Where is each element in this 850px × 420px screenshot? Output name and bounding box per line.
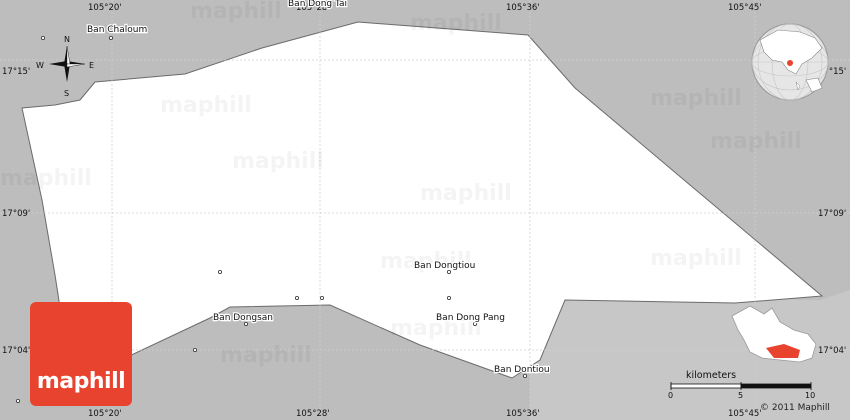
watermark-text: maphill [410,11,502,36]
watermark-text: maphill [710,129,802,154]
place-markers [15,36,528,403]
latitude-labels-left: 17°15' 17°09' 17°04' [2,67,30,356]
latitude-label: 17°09' [818,209,846,219]
longitude-label: 105°20' [88,3,122,13]
watermark-text: maphill [232,149,324,174]
globe-locator [751,23,829,101]
place-dot [192,347,197,352]
copyright-notice: © 2011 Maphill [760,403,830,413]
compass-rose: N S E W [36,35,94,98]
place-dot [243,321,248,326]
maphill-logo-text: maphill [36,369,126,394]
watermark-text: maphill [0,166,92,191]
longitude-label: 105°36' [506,409,540,419]
watermark-text: maphill [160,93,252,118]
place-dot [319,295,324,300]
latitude-label: 17°15' [818,67,846,77]
watermark-text: maphill [390,316,482,341]
place-label-ban-dongtiou: Ban Dongtiou [414,261,475,271]
place-label-ban-dong-pang: Ban Dong Pang [436,313,505,323]
place-label-ban-chaloum: Ban Chaloum [87,25,147,35]
latitude-label: 17°15' [2,67,30,77]
place-dot [41,36,46,41]
place-dot [446,269,451,274]
latitude-label: 17°04' [2,346,30,356]
watermark-text: maphill [650,86,742,111]
longitude-label: 105°28' [296,3,330,13]
watermark-text: maphill [650,246,742,271]
longitude-labels-bottom: 105°20' 105°28' 105°36' 105°45' [88,409,762,419]
place-labels: Ban Chaloum Ban Dong Tai Ban Dongtiou Ba… [86,0,551,376]
scale-tick-label: 10 [805,391,816,400]
latitude-label: 17°09' [2,209,30,219]
scale-tick-label: 5 [738,391,744,400]
place-dot [523,373,528,378]
longitude-labels-top: 105°20' 105°28' 105°36' 105°45' [88,3,762,13]
watermark-text: maphill [190,0,282,24]
watermark-text: maphill [380,249,472,274]
latitude-labels-right: 17°15' 17°09' 17°04' [818,67,846,356]
place-dot [15,398,20,403]
compass-west: W [36,61,44,70]
maphill-logo[interactable]: maphill [30,302,132,406]
longitude-label: 105°36' [506,3,540,13]
longitude-label: 105°20' [88,409,122,419]
longitude-label: 105°28' [296,409,330,419]
place-dot [217,269,222,274]
place-dot [472,321,477,326]
place-label-ban-dongsan: Ban Dongsan [213,313,273,323]
scale-bar [670,382,812,390]
longitude-label: 105°45' [728,409,762,419]
watermark-text: maphill [420,181,512,206]
watermark-text: maphill [220,343,312,368]
place-dot [294,295,299,300]
place-label-ban-dontiou: Ban Dontiou [494,365,550,375]
place-label-top-partial: Ban Dong Tai [288,0,347,9]
longitude-label: 105°45' [728,3,762,13]
place-dot [109,36,114,41]
place-dot [446,295,451,300]
scale-title: kilometers [686,370,737,381]
compass-north: N [64,35,70,44]
compass-east: E [89,61,94,70]
scale-tick-label: 0 [668,391,674,400]
watermarks: maphill maphill maphill maphill maphill … [0,0,802,368]
compass-south: S [64,89,69,98]
country-inset [731,305,817,363]
latitude-label: 17°04' [818,346,846,356]
